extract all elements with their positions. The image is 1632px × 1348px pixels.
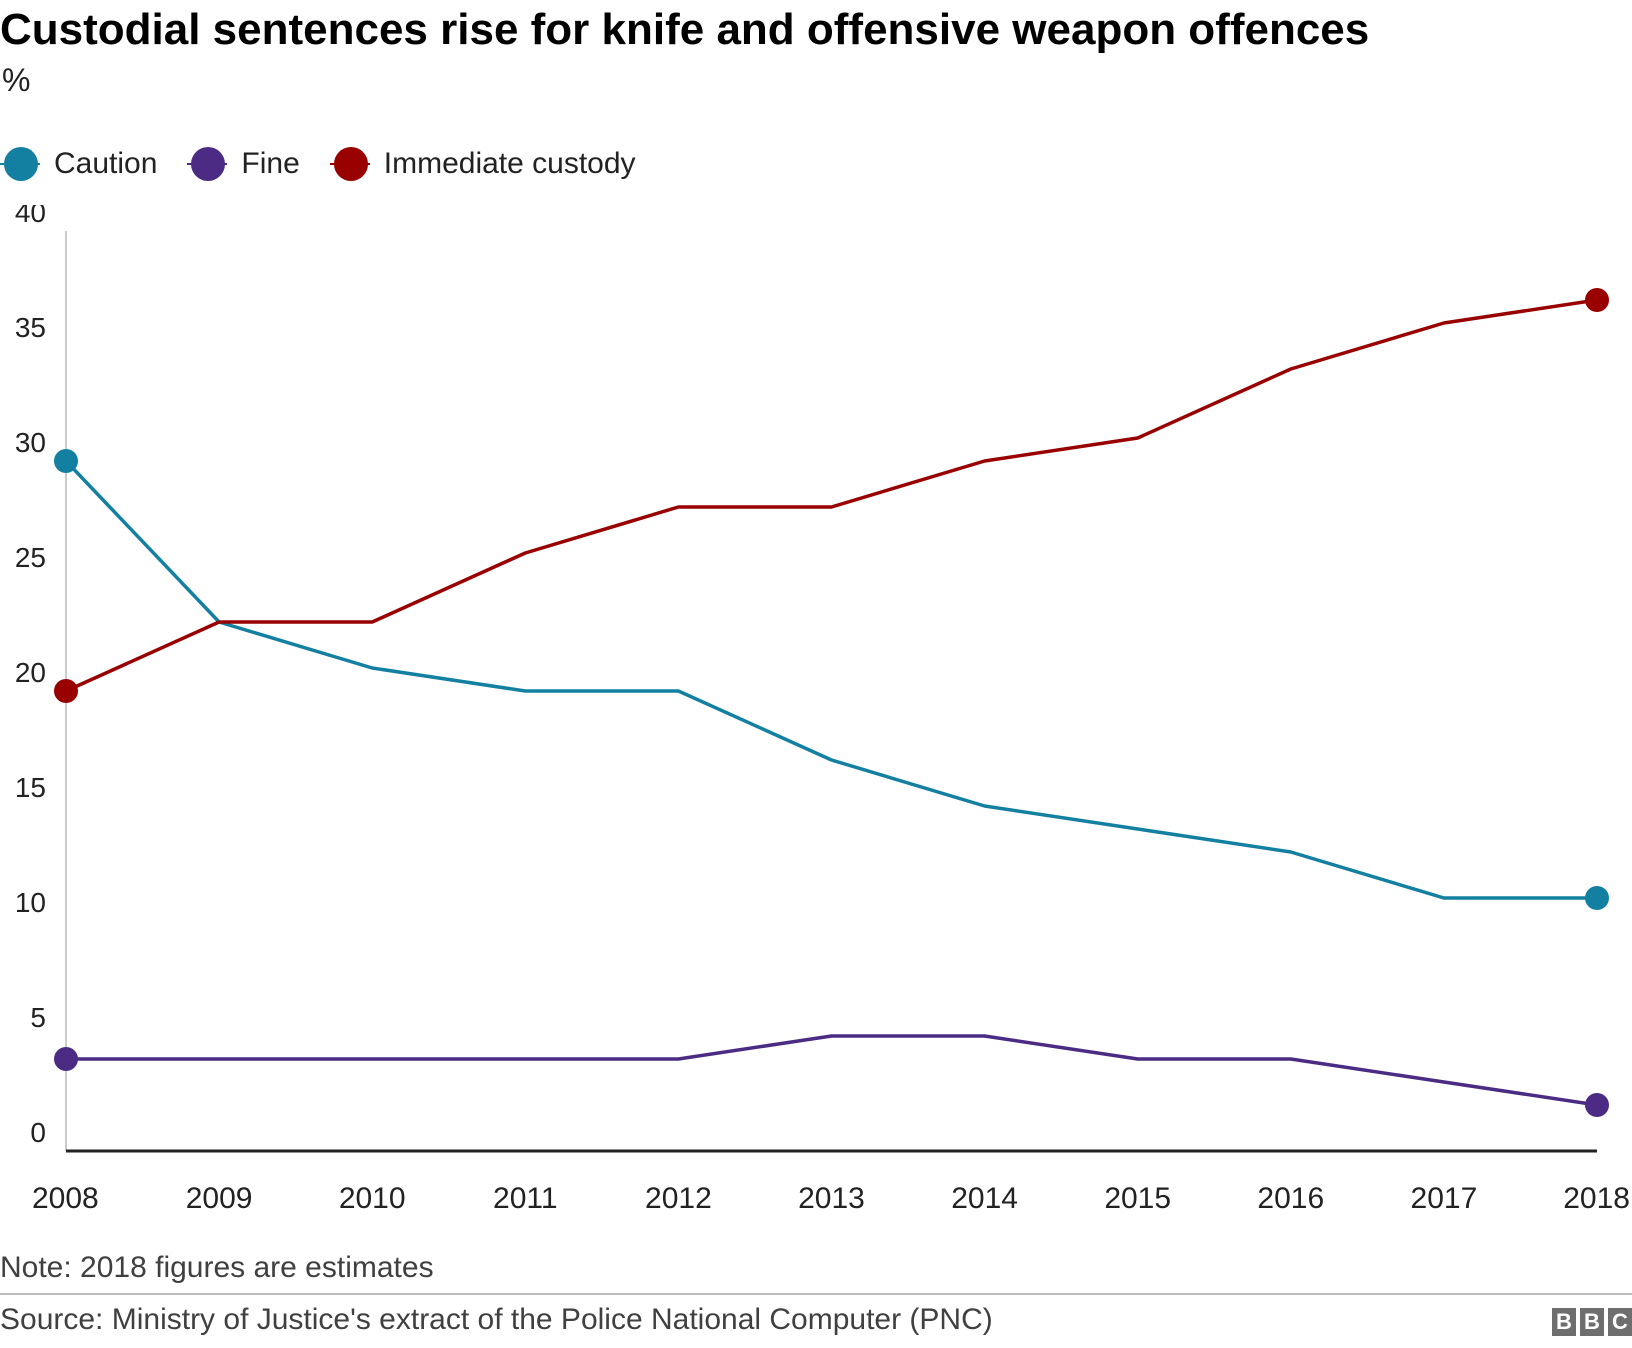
y-tick-label: 5 xyxy=(30,1002,46,1033)
data-point-immediate-custody-2008 xyxy=(54,679,78,703)
x-tick-label: 2009 xyxy=(186,1182,253,1215)
data-point-caution-2018 xyxy=(1585,886,1609,910)
data-point-fine-2018 xyxy=(1585,1093,1609,1117)
x-tick-label: 2018 xyxy=(1563,1182,1630,1215)
bbc-logo-letter: C xyxy=(1608,1308,1632,1336)
y-tick-label: 35 xyxy=(15,312,46,343)
legend-item-caution: Caution xyxy=(0,146,157,182)
series-line-caution xyxy=(64,459,1599,900)
series-line-immediate-custody xyxy=(64,298,1599,693)
y-tick-label: 0 xyxy=(30,1117,46,1148)
legend-item-immediate-custody: Immediate custody xyxy=(329,146,636,182)
x-tick-label: 2017 xyxy=(1411,1182,1478,1215)
bbc-logo-letter: B xyxy=(1580,1308,1604,1336)
x-tick-label: 2015 xyxy=(1104,1182,1171,1215)
y-tick-label: 20 xyxy=(15,657,46,688)
data-point-fine-2008 xyxy=(54,1047,78,1071)
x-tick-label: 2013 xyxy=(798,1182,865,1215)
chart-title: Custodial sentences rise for knife and o… xyxy=(0,5,1370,54)
y-tick-label: 40 xyxy=(15,205,46,228)
legend-swatch-immediate-custody xyxy=(329,146,370,182)
y-tick-label: 30 xyxy=(15,427,46,458)
line-chart: 0 5 10 15 20 25 30 35 40 2008 2009 2010 2011 2012 2013… xyxy=(15,205,1630,1215)
legend-item-fine: Fine xyxy=(187,146,300,182)
bbc-logo-letter: B xyxy=(1552,1308,1576,1336)
x-tick-label: 2012 xyxy=(645,1182,712,1215)
legend-swatch-caution xyxy=(0,146,40,182)
chart-legend: Caution Fine Immediate custody xyxy=(0,140,666,188)
series-line-fine xyxy=(64,1034,1599,1107)
y-tick-label: 25 xyxy=(15,542,46,573)
source-text: Source: Ministry of Justice's extract of… xyxy=(0,1303,993,1336)
footer-divider xyxy=(0,1293,1632,1295)
y-tick-label: 10 xyxy=(15,887,46,918)
x-tick-label: 2011 xyxy=(493,1182,558,1215)
bbc-logo: B B C xyxy=(1548,1308,1632,1336)
data-point-caution-2008 xyxy=(54,449,78,473)
x-tick-label: 2016 xyxy=(1257,1182,1324,1215)
data-point-immediate-custody-2018 xyxy=(1585,288,1609,312)
legend-swatch-fine xyxy=(187,146,228,182)
x-tick-label: 2008 xyxy=(32,1182,99,1215)
legend-label-fine: Fine xyxy=(241,147,300,180)
legend-label-caution: Caution xyxy=(54,147,158,180)
x-tick-label: 2014 xyxy=(951,1182,1018,1215)
chart-subtitle: % xyxy=(2,62,31,98)
legend-label-immediate-custody: Immediate custody xyxy=(383,147,636,180)
y-tick-label: 15 xyxy=(15,772,46,803)
chart-note: Note: 2018 figures are estimates xyxy=(0,1251,434,1284)
x-tick-label: 2010 xyxy=(339,1182,406,1215)
